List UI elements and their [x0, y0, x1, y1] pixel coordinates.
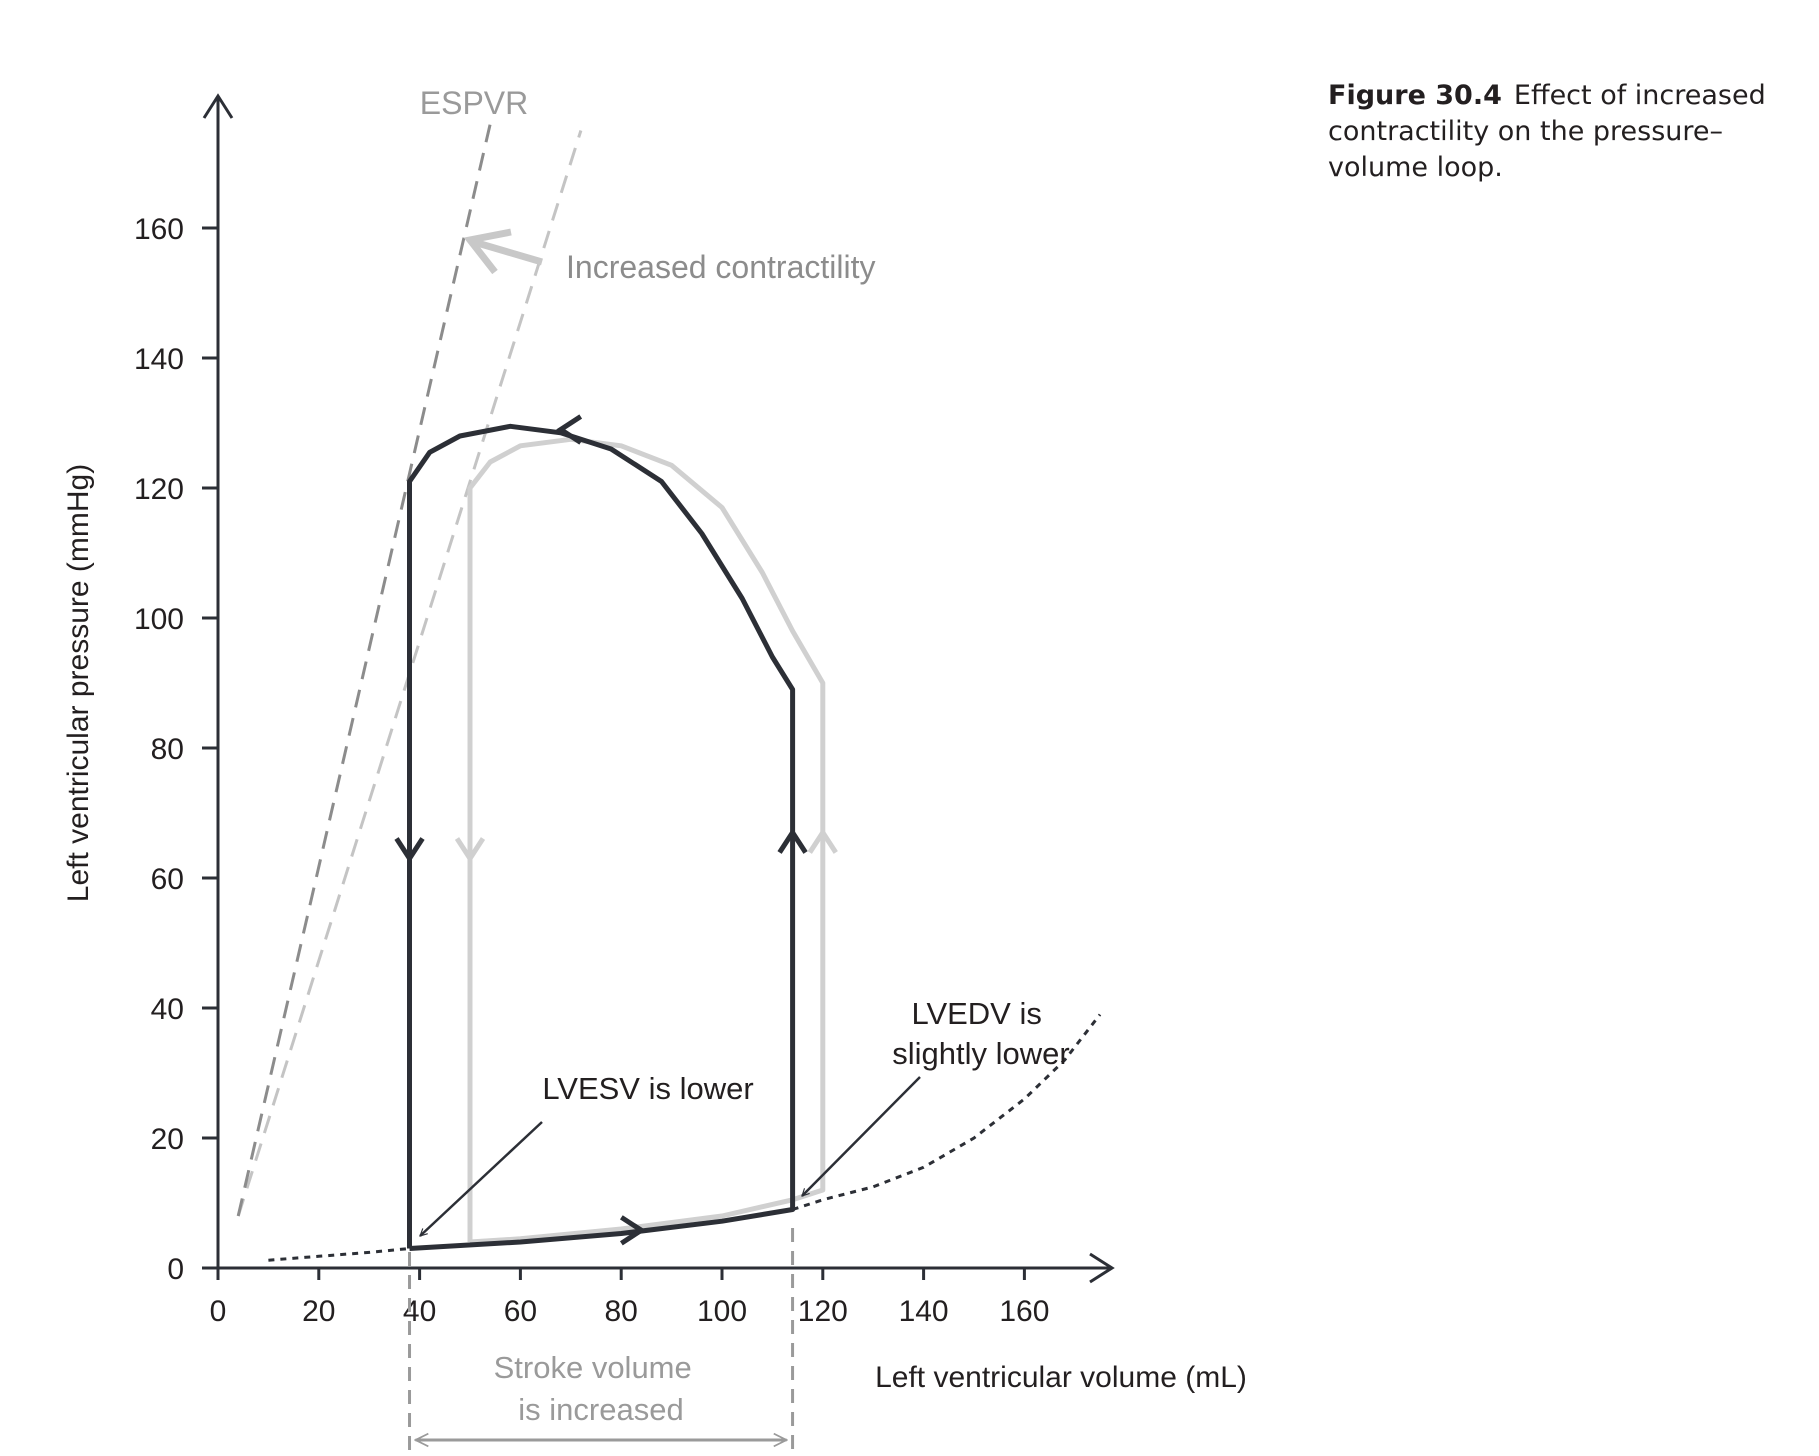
increased-contractility-loop — [407, 423, 796, 1251]
lvesv-label: LVESV is lower — [542, 1071, 753, 1106]
contraction-arrow-increased — [777, 827, 808, 854]
edpvr-curve-right — [792, 1013, 1102, 1211]
figure-number: Figure 30.4 — [1328, 80, 1502, 111]
ejection-arrow-increased — [394, 837, 425, 864]
x-axis-label: Left ventricular volume (mL) — [875, 1361, 1247, 1394]
lvedv-label-line-1: LVEDV is — [912, 996, 1042, 1031]
y-tick-label: 40 — [151, 993, 184, 1026]
y-tick-label: 60 — [151, 863, 184, 896]
espvr-baseline-line — [236, 130, 583, 1217]
x-tick-label: 160 — [999, 1295, 1049, 1328]
stroke-volume-label-line-1: Stroke volume — [494, 1350, 692, 1385]
lvedv-label: LVEDV is slightly lower — [892, 996, 1069, 1071]
x-ticks: 0 20 40 60 80 100 120 140 160 — [210, 1268, 1049, 1328]
lvedv-pointer — [801, 1076, 921, 1196]
y-tick-label: 160 — [134, 213, 184, 246]
x-tick-label: 120 — [798, 1295, 848, 1328]
x-tick-label: 20 — [302, 1295, 335, 1328]
x-tick-label: 140 — [899, 1295, 949, 1328]
x-tick-label: 100 — [697, 1295, 747, 1328]
axes: 0 20 40 60 80 100 120 140 160 0 20 40 60 80 100 120 140… — [62, 93, 1247, 1394]
y-tick-label: 80 — [151, 733, 184, 766]
y-tick-label: 100 — [134, 603, 184, 636]
filling-arrow-increased — [619, 1215, 646, 1246]
increased-contractility-arrow — [473, 238, 543, 266]
y-axis-label: Left ventricular pressure (mmHg) — [62, 464, 95, 902]
figure-caption: Figure 30.4 Effect of increased contracti… — [1328, 78, 1778, 186]
espvr-lines — [236, 123, 583, 1217]
x-tick-label: 40 — [403, 1295, 436, 1328]
espvr-label: ESPVR — [420, 85, 528, 121]
x-axis-arrowhead — [1089, 1252, 1115, 1284]
caption-text: Effect of increased contractility on the… — [1328, 80, 1766, 183]
x-tick-label: 0 — [210, 1295, 227, 1328]
x-tick-label: 60 — [504, 1295, 537, 1328]
stroke-volume-label-line-2: is increased — [518, 1392, 683, 1427]
x-tick-label: 80 — [605, 1295, 638, 1328]
stroke-volume-bracket — [408, 1228, 795, 1456]
direction-arrows — [394, 414, 838, 1246]
pv-loops — [268, 423, 1102, 1262]
increased-contractility-label: Increased contractility — [566, 249, 875, 285]
y-tick-label: 0 — [167, 1253, 184, 1286]
top-arrow-increased — [556, 414, 583, 445]
edpvr-curve-left — [268, 1247, 410, 1262]
espvr-increased-line — [236, 123, 492, 1217]
contraction-arrow-baseline — [807, 827, 838, 854]
y-tick-label: 140 — [134, 343, 184, 376]
lvedv-label-line-2: slightly lower — [892, 1036, 1069, 1071]
ejection-arrow-baseline — [454, 837, 486, 864]
stroke-volume-label: Stroke volume is increased — [494, 1350, 701, 1427]
baseline-loop — [467, 436, 826, 1245]
lvesv-pointer — [420, 1121, 543, 1237]
y-tick-label: 20 — [151, 1123, 184, 1156]
y-axis-arrowhead — [202, 93, 234, 119]
y-tick-label: 120 — [134, 473, 184, 506]
increased-contractility-arrowhead — [463, 228, 512, 275]
y-ticks: 0 20 40 60 80 100 120 140 160 — [134, 213, 218, 1286]
annotations: ESPVR Increased contractility LVESV is l… — [420, 85, 1070, 1427]
